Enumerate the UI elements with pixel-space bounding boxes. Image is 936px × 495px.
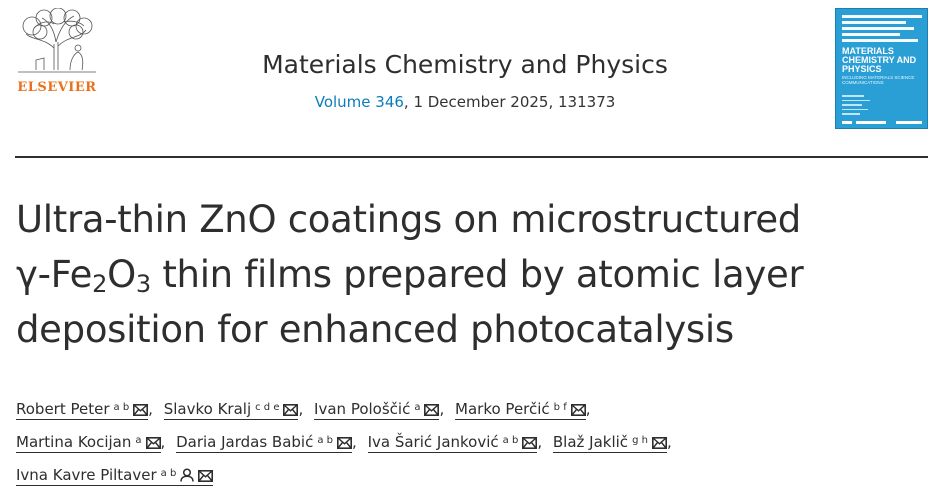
email-icon (570, 404, 586, 416)
author-name: Iva Šarić Janković (367, 433, 499, 451)
author-link[interactable]: Ivna Kavre Piltaver a b (16, 466, 214, 486)
author-link[interactable]: Slavko Kralj c d e (163, 400, 299, 420)
author-name: Marko Perčić (455, 400, 550, 418)
author-link[interactable]: Daria Jardas Babić a b (176, 433, 353, 453)
cover-stripe (842, 39, 918, 42)
author-item: Iva Šarić Janković a b, (367, 433, 543, 453)
author-affiliation: a b (502, 435, 519, 446)
publisher-name: ELSEVIER (17, 80, 97, 95)
title-line-3: deposition for enhanced photocatalysis (16, 308, 734, 351)
email-icon (133, 404, 149, 416)
title-line-2-rest: thin films prepared by atomic layer (150, 253, 804, 296)
cover-stripe (842, 27, 914, 30)
author-affiliation: b f (553, 402, 567, 413)
author-affiliation: c d e (255, 402, 280, 413)
author-affiliation: a (135, 435, 142, 446)
author-item: Marko Perčić b f, (455, 400, 591, 420)
author-affiliation: a (414, 402, 421, 413)
author-affiliation: a b (113, 402, 130, 413)
author-link[interactable]: Blaž Jaklič g h (552, 433, 667, 453)
cover-stripe (842, 33, 900, 36)
volume-link[interactable]: Volume 346 (314, 93, 404, 111)
cover-footer (842, 121, 926, 126)
article-header: ELSEVIER Materials Chemistry and Physics… (0, 0, 936, 157)
email-icon (283, 404, 299, 416)
author-item: Ivan Pološčić a, (314, 400, 445, 420)
author-item: Ivna Kavre Piltaver a b (16, 466, 214, 486)
author-name: Ivna Kavre Piltaver (16, 466, 157, 484)
author-link[interactable]: Iva Šarić Janković a b (367, 433, 538, 453)
author-item: Slavko Kralj c d e, (163, 400, 304, 420)
email-icon (522, 437, 538, 449)
author-name: Martina Kocijan (16, 433, 132, 451)
email-icon (145, 437, 161, 449)
journal-meta: Volume 346, 1 December 2025, 131373 (120, 93, 810, 111)
author-link[interactable]: Martina Kocijan a (16, 433, 161, 453)
journal-cover-thumbnail[interactable]: MATERIALS CHEMISTRY AND PHYSICS INCLUDIN… (835, 8, 928, 129)
author-item: Robert Peter a b, (16, 400, 153, 420)
cover-subtitle: INCLUDING MATERIALS SCIENCE COMMUNICATIO… (842, 75, 915, 85)
title-formula-o: O (107, 253, 136, 296)
email-icon (198, 470, 214, 482)
author-name: Daria Jardas Babić (176, 433, 314, 451)
cover-stripe (842, 15, 922, 18)
journal-info: Materials Chemistry and Physics Volume 3… (120, 50, 810, 111)
author-name: Slavko Kralj (163, 400, 252, 418)
cover-text-lines (842, 95, 870, 118)
author-item: Daria Jardas Babić a b, (176, 433, 357, 453)
author-item: Blaž Jaklič g h, (552, 433, 672, 453)
author-affiliation: a b (317, 435, 334, 446)
author-affiliation: g h (632, 435, 648, 446)
email-icon (337, 437, 353, 449)
elsevier-logo[interactable]: ELSEVIER (14, 8, 100, 102)
title-formula-prefix: γ-Fe (16, 253, 93, 296)
article-title: Ultra-thin ZnO coatings on microstructur… (16, 192, 921, 357)
author-affiliation: a b (160, 468, 177, 479)
author-item: Martina Kocijan a, (16, 433, 166, 453)
issue-info: , 1 December 2025, 131373 (403, 93, 616, 111)
person-icon (180, 468, 195, 482)
author-name: Blaž Jaklič (552, 433, 629, 451)
cover-title: MATERIALS CHEMISTRY AND PHYSICS (842, 46, 917, 74)
author-list: Robert Peter a b, Slavko Kralj c d e, Ivan… (16, 392, 926, 491)
email-icon (424, 404, 440, 416)
author-name: Ivan Pološčić (314, 400, 411, 418)
elsevier-tree-icon (18, 8, 96, 73)
author-name: Robert Peter (16, 400, 110, 418)
email-icon (651, 437, 667, 449)
title-line-1: Ultra-thin ZnO coatings on microstructur… (16, 198, 801, 241)
header-divider (15, 156, 928, 158)
title-subscript-2: 2 (92, 270, 108, 298)
cover-stripe (842, 21, 906, 24)
title-subscript-3: 3 (135, 270, 151, 298)
author-link[interactable]: Ivan Pološčić a (314, 400, 440, 420)
author-link[interactable]: Marko Perčić b f (455, 400, 586, 420)
journal-title-link[interactable]: Materials Chemistry and Physics (262, 50, 668, 79)
author-link[interactable]: Robert Peter a b (16, 400, 149, 420)
